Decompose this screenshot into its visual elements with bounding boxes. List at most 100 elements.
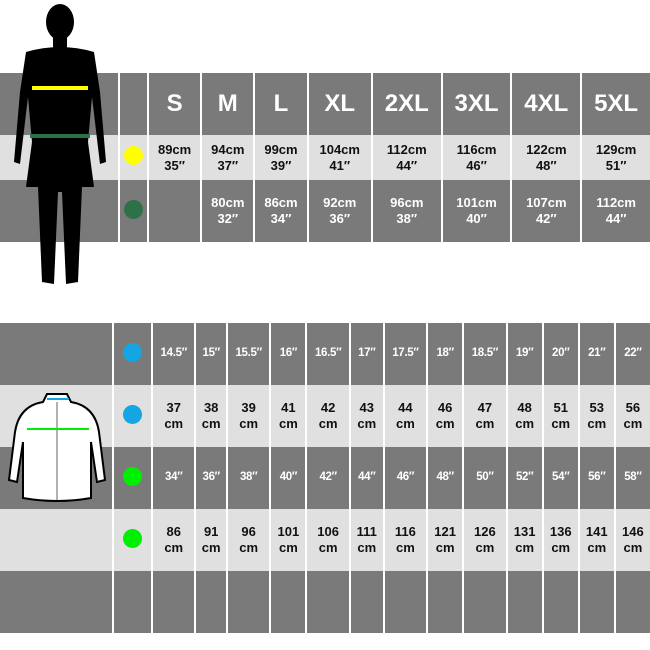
waist-cm: 112cm xyxy=(596,195,636,211)
waist-inch: 32″ xyxy=(217,211,239,226)
chest-cm-cell: 126 cm xyxy=(464,509,506,571)
empty-cell xyxy=(428,571,463,633)
value: 42 xyxy=(320,400,336,416)
unit: cm xyxy=(587,540,607,555)
empty-cell xyxy=(153,571,195,633)
size-header-m: M xyxy=(202,73,254,135)
unit: cm xyxy=(239,416,259,431)
collar-cm-cell: 48 cm xyxy=(507,385,542,447)
chest-inch: 46″ xyxy=(466,157,487,173)
body-size-table: S M L XL 2XL 3XL 4XL 5XL 89cm 35″ 94cm 37″ 99cm 39″ 1… xyxy=(0,73,650,242)
collar-cm-cell: 44 cm xyxy=(384,385,427,447)
waist-cm: 107cm xyxy=(526,195,567,211)
collar-in-cell: 17.5″ xyxy=(384,323,427,385)
empty-cell xyxy=(507,571,542,633)
unit: cm xyxy=(164,416,184,431)
size-header-2xl: 2XL xyxy=(372,73,441,135)
unit: cm xyxy=(279,540,298,555)
empty-cell xyxy=(384,571,427,633)
value: 111 xyxy=(356,524,377,540)
collar-in-cell: 19″ xyxy=(507,323,542,385)
unit: cm xyxy=(435,540,455,555)
value: 47 xyxy=(477,400,493,416)
collar-cm-cell: 51 cm xyxy=(543,385,578,447)
unit: cm xyxy=(515,540,535,555)
chest-cm: 99cm xyxy=(264,141,298,157)
chest-cm-cell: 131 cm xyxy=(507,509,542,571)
unit: cm xyxy=(396,540,415,555)
waist-cm: 101cm xyxy=(456,195,497,211)
waist-inch: 40″ xyxy=(466,211,487,226)
empty-cell xyxy=(271,571,306,633)
collar-in-cell: 14.5″ xyxy=(153,323,195,385)
chest-cell: 94cm 37″ xyxy=(202,135,254,180)
waist-cm: 92cm xyxy=(323,195,357,211)
value: 136 xyxy=(549,524,572,540)
unit: cm xyxy=(623,416,643,431)
collar-in-cell: 15″ xyxy=(196,323,226,385)
value: 37 xyxy=(166,400,181,416)
chest-in-cell: 50″ xyxy=(464,447,506,509)
chest-inch: 35″ xyxy=(164,157,185,173)
waist-cm: 80cm xyxy=(211,195,245,211)
value: 41 xyxy=(281,400,296,416)
chest-in-cell: 44″ xyxy=(350,447,383,509)
chest-inch: 37″ xyxy=(217,157,239,173)
waist-cm: 96cm xyxy=(390,195,424,211)
shirt-icon xyxy=(7,393,107,502)
chest-in-cell: 54″ xyxy=(543,447,578,509)
unit: cm xyxy=(357,416,377,431)
waist-cell: 80cm 32″ xyxy=(202,180,254,242)
chest-in-cell: 36″ xyxy=(196,447,226,509)
unit: cm xyxy=(587,416,607,431)
empty-cell xyxy=(615,571,650,633)
chest-in-cell: 46″ xyxy=(384,447,427,509)
collar-in-cell: 16.5″ xyxy=(307,323,349,385)
collar-in-cell: 22″ xyxy=(615,323,650,385)
chest-cm-cell: 96 cm xyxy=(227,509,270,571)
empty-cell xyxy=(307,571,349,633)
collar-in-cell: 21″ xyxy=(579,323,614,385)
collar-cm-cell: 56 cm xyxy=(615,385,650,447)
chest-in-cell: 34″ xyxy=(153,447,195,509)
unit: cm xyxy=(318,540,338,555)
shirt-size-table: 14.5″ 15″ 15.5″ 16″ 16.5″ 17″ 17.5″ 18″ 18.5″ 19″… xyxy=(0,323,650,633)
waist-inch: 36″ xyxy=(329,211,351,226)
collar-in-cell: 18″ xyxy=(428,323,463,385)
empty-cell xyxy=(350,571,383,633)
waist-cm: 86cm xyxy=(264,195,298,211)
collar-cm-cell: 47 cm xyxy=(464,385,506,447)
value: 121 xyxy=(434,524,456,540)
chest-cm: 129cm xyxy=(595,141,637,157)
value: 43 xyxy=(359,400,375,416)
waist-dot-icon xyxy=(124,199,143,219)
waist-inch: 44″ xyxy=(605,211,627,226)
waist-inch: 34″ xyxy=(270,211,292,226)
collar-in-cell: 20″ xyxy=(543,323,578,385)
value: 141 xyxy=(585,524,608,540)
unit: cm xyxy=(318,416,338,431)
value: 146 xyxy=(622,524,644,540)
collar-dot-icon xyxy=(123,342,142,362)
waist-cell: 101cm 40″ xyxy=(442,180,511,242)
size-header-4xl: 4XL xyxy=(512,73,581,135)
chest-cm-cell: 146 cm xyxy=(615,509,650,571)
value: 96 xyxy=(241,524,256,540)
chest-in-cell: 42″ xyxy=(307,447,349,509)
chest-cm: 122cm xyxy=(526,141,567,157)
empty-cell xyxy=(579,571,614,633)
collar-cm-cell: 42 cm xyxy=(307,385,349,447)
collar-cm-cell: 39 cm xyxy=(227,385,270,447)
chest-dot-icon xyxy=(123,528,142,548)
size-header-3xl: 3XL xyxy=(442,73,511,135)
value: 106 xyxy=(317,524,339,540)
chest-cell: 112cm 44″ xyxy=(372,135,441,180)
unit: cm xyxy=(475,416,495,431)
unit: cm xyxy=(201,540,221,555)
chest-cm: 112cm xyxy=(386,141,427,157)
value: 48 xyxy=(517,400,532,416)
empty-cell xyxy=(464,571,506,633)
value: 46 xyxy=(437,400,453,416)
collar-in-cell: 17″ xyxy=(350,323,383,385)
size-header-xl: XL xyxy=(308,73,371,135)
